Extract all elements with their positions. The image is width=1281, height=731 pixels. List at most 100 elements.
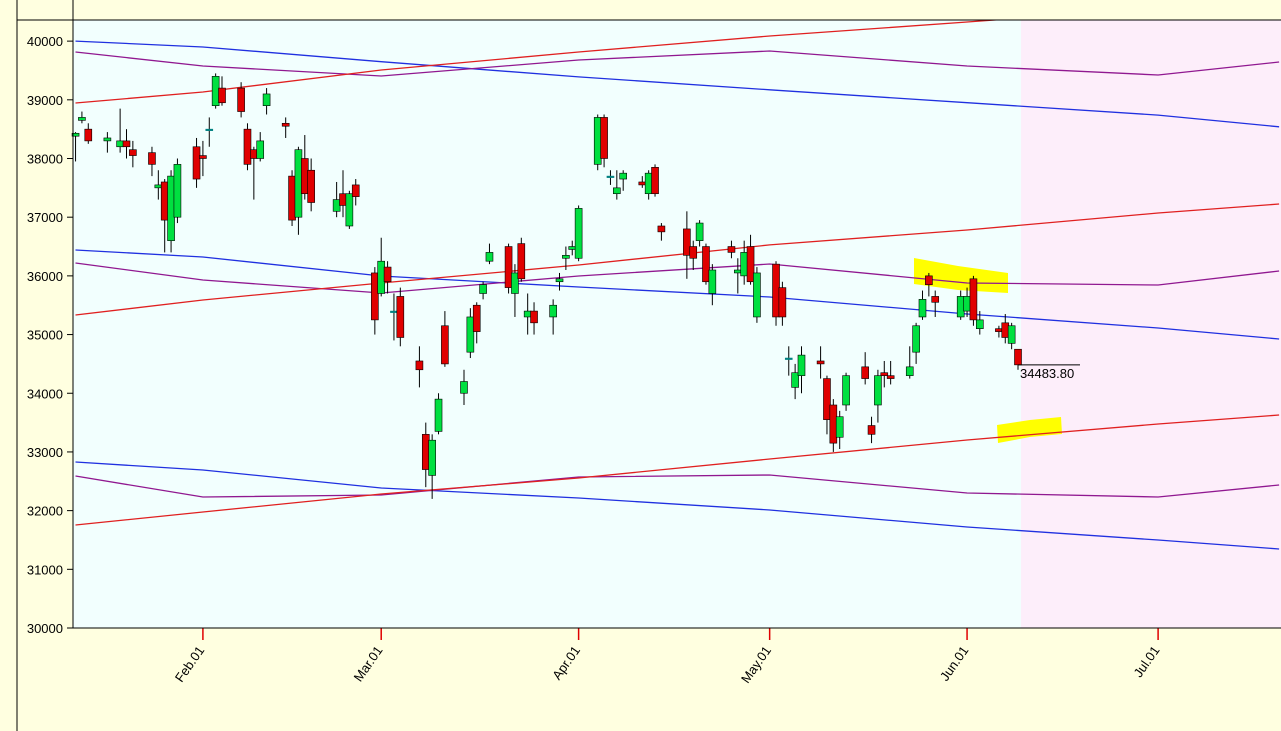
candle-body — [300, 158, 309, 195]
band-line — [75, 474, 1280, 498]
band-line — [75, 203, 1280, 316]
candle-body — [351, 184, 360, 197]
candle-body — [753, 272, 761, 318]
candle-body — [562, 255, 570, 259]
candle-body — [160, 181, 169, 221]
candle-body — [905, 366, 914, 376]
candle-body — [651, 167, 659, 195]
candle-body — [530, 310, 538, 324]
band-line — [75, 461, 1280, 550]
candle-body — [574, 208, 583, 259]
candle-body — [956, 296, 965, 318]
candle-body — [746, 246, 755, 283]
candle-body — [523, 310, 532, 318]
candle-body — [829, 404, 838, 444]
y-tick-label: 31000 — [27, 562, 63, 577]
candle-body — [969, 278, 978, 321]
candle-body — [154, 184, 163, 189]
candle-body — [797, 354, 806, 376]
candle-body — [835, 416, 844, 438]
candle-body — [695, 222, 704, 241]
candle-body — [243, 128, 252, 165]
y-tick-label: 33000 — [27, 445, 63, 460]
candle-body — [708, 269, 717, 294]
candle-body — [568, 246, 577, 250]
candle-body — [689, 246, 698, 259]
candle-body — [371, 272, 379, 321]
candle-body — [931, 296, 940, 303]
y-tick-label: 34000 — [27, 386, 63, 401]
candle-body — [740, 252, 748, 277]
candle-body — [288, 175, 296, 221]
candle-body — [205, 128, 214, 131]
candle-body — [218, 87, 226, 104]
candle-body — [963, 296, 971, 312]
candle-body — [199, 155, 207, 159]
candle-body — [479, 284, 487, 294]
candle-body — [173, 164, 182, 218]
candle-body — [71, 132, 80, 137]
candle-body — [1001, 322, 1010, 338]
candle-body — [167, 175, 175, 241]
candle-body — [345, 193, 354, 227]
candle-body — [504, 246, 513, 288]
candle-body — [383, 266, 392, 283]
candle-body — [122, 140, 131, 148]
candle-body — [593, 117, 602, 165]
candle-body — [702, 246, 710, 283]
candle-body — [116, 140, 124, 148]
candle-body — [237, 87, 245, 112]
candle-body — [262, 93, 271, 106]
band-lines — [75, 20, 1280, 550]
candle-body — [995, 328, 1003, 332]
y-tick-label: 35000 — [27, 328, 63, 343]
candle-body — [842, 375, 850, 406]
candle-body — [377, 260, 386, 294]
candle-body — [683, 228, 691, 256]
y-tick-label: 38000 — [27, 152, 63, 167]
candle-body — [912, 325, 920, 353]
y-tick-label: 39000 — [27, 93, 63, 108]
candle-body — [84, 128, 93, 142]
candle-body — [638, 181, 647, 186]
candle-body — [434, 398, 443, 432]
y-tick-label: 40000 — [27, 34, 63, 49]
candle-body — [606, 175, 615, 178]
candle-body — [472, 304, 481, 332]
last-price-label: 34483.80 — [1020, 366, 1074, 381]
candle-body — [103, 137, 112, 142]
candle-body — [294, 149, 303, 218]
y-tick-label: 37000 — [27, 210, 63, 225]
band-line — [75, 40, 1280, 128]
candle-body — [428, 439, 436, 476]
candle-body — [1007, 325, 1016, 344]
y-tick-label: 32000 — [27, 504, 63, 519]
candle-body — [415, 360, 424, 371]
candle-body — [256, 140, 265, 159]
y-tick-label: 30000 — [27, 621, 63, 636]
candle-body — [1014, 348, 1022, 366]
band-line — [75, 262, 1280, 294]
candle-body — [332, 199, 341, 212]
candle-body — [549, 304, 557, 318]
candle-body — [613, 187, 621, 195]
candle-body — [460, 381, 468, 394]
candle-body — [867, 425, 876, 435]
candle-body — [211, 76, 220, 106]
candle-body — [396, 296, 405, 338]
candle-body — [925, 275, 933, 285]
candle-body — [600, 117, 608, 159]
band-line — [75, 249, 1280, 340]
candle-body — [874, 375, 882, 406]
candle-body — [886, 375, 895, 379]
candle-body — [880, 372, 889, 376]
candle-body — [511, 272, 519, 294]
future-area — [1021, 20, 1281, 628]
candle-body — [772, 263, 780, 318]
candle-body — [861, 366, 869, 379]
candle-body — [657, 225, 666, 233]
candle-body — [734, 269, 742, 274]
y-tick-label: 36000 — [27, 269, 63, 284]
candle-body — [441, 325, 449, 365]
